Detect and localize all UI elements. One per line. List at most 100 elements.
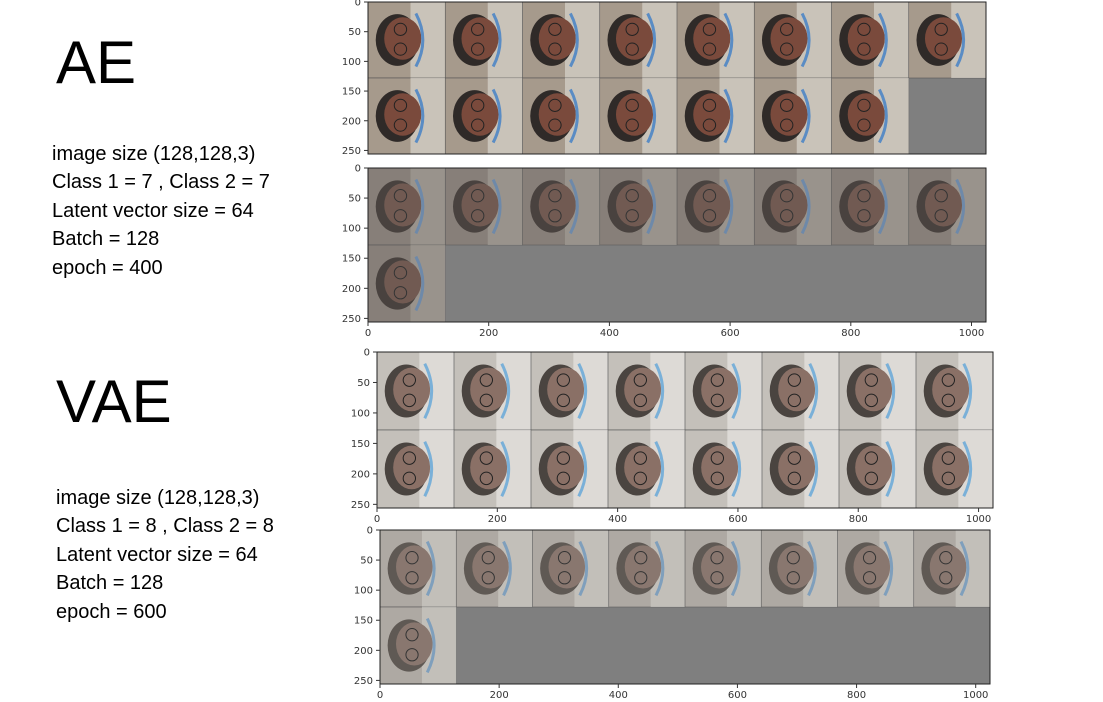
x-tick-label: 1000 — [959, 328, 984, 339]
vae-param-image-size: image size (128,128,3) — [56, 487, 260, 509]
image-tile — [444, 1, 523, 79]
image-tile — [599, 167, 678, 246]
image-tile — [838, 429, 917, 509]
y-tick-label: 200 — [354, 646, 373, 657]
image-tile — [444, 77, 523, 155]
image-tile — [753, 1, 832, 79]
x-tick-label: 400 — [600, 328, 619, 339]
x-tick-label: 0 — [377, 690, 383, 701]
image-tile — [530, 351, 609, 431]
image-tile — [908, 1, 987, 79]
plot-frame — [376, 351, 994, 509]
image-tile — [607, 429, 686, 509]
image-tile — [367, 167, 446, 246]
image-tile — [455, 529, 533, 608]
y-tick-label: 250 — [342, 314, 361, 325]
ae-input-grid: 0 50 100 150 200 250 — [330, 0, 996, 157]
y-tick-label: 0 — [355, 164, 361, 175]
x-tick-label: 400 — [609, 690, 628, 701]
image-tile — [532, 529, 610, 608]
image-tile — [831, 167, 910, 246]
image-tile — [676, 1, 755, 79]
y-tick-label: 50 — [348, 27, 361, 38]
y-tick-label: 0 — [364, 348, 370, 359]
y-tick-label: 50 — [357, 378, 370, 389]
x-tick-label: 600 — [728, 690, 747, 701]
y-tick-label: 200 — [351, 469, 370, 480]
vae-param-epoch: epoch = 600 — [56, 600, 167, 623]
vae-input-grid-svg: 0 50 100 150 200 250 0 200 400 600 800 1000 — [351, 348, 994, 525]
image-tile — [608, 529, 686, 608]
y-tick-label: 250 — [342, 146, 361, 157]
image-tile — [684, 529, 762, 608]
image-tile — [684, 429, 763, 509]
vae-output-grid-svg: 0 50 100 150 200 250 0 200 400 600 800 1000 — [354, 526, 991, 701]
image-tile — [367, 1, 446, 79]
image-tile — [599, 77, 678, 155]
image-tile — [444, 167, 523, 246]
y-tick-label: 200 — [342, 284, 361, 295]
y-tick-label: 250 — [351, 500, 370, 511]
plot-frame — [367, 167, 987, 323]
y-tick-label: 150 — [351, 439, 370, 450]
x-tick-label: 800 — [841, 328, 860, 339]
vae-param-batch: Batch = 128 — [56, 572, 164, 595]
vae-param-classes: Class 1 = 8 , Class 2 = 8 — [56, 515, 274, 538]
x-tick-label: 800 — [847, 690, 866, 701]
vae-output-grid: 0 50 100 150 200 250 0 200 400 600 800 1000 — [336, 526, 1000, 702]
image-tile — [453, 351, 532, 431]
image-tile — [379, 606, 457, 685]
image-tile — [831, 77, 910, 155]
vae-input-grid: 0 50 100 150 200 250 0 200 400 600 800 1000 — [336, 348, 1003, 526]
ae-params: image size (128,128,3) Class 1 = 7 , Cla… — [52, 140, 270, 282]
x-tick-label: 600 — [728, 514, 747, 525]
ae-input-grid-svg: 0 50 100 150 200 250 — [342, 0, 987, 157]
vae-title: VAE — [56, 368, 172, 435]
x-tick-label: 200 — [490, 690, 509, 701]
image-tile — [522, 167, 601, 246]
image-tile — [837, 529, 915, 608]
y-tick-label: 100 — [342, 57, 361, 68]
x-tick-label: 400 — [608, 514, 627, 525]
image-tile — [760, 529, 838, 608]
x-tick-label: 200 — [479, 328, 498, 339]
x-tick-label: 1000 — [963, 690, 988, 701]
image-tile — [753, 77, 832, 155]
vae-params: image size (128,128,3) Class 1 = 8 , Cla… — [56, 484, 274, 626]
y-tick-label: 100 — [354, 586, 373, 597]
image-tile — [838, 351, 917, 431]
image-tile — [676, 77, 755, 155]
y-tick-label: 100 — [351, 408, 370, 419]
x-tick-label: 1000 — [966, 514, 991, 525]
image-tile — [367, 244, 446, 323]
plot-frame — [379, 529, 991, 685]
y-tick-label: 150 — [342, 254, 361, 265]
image-tile — [684, 351, 763, 431]
image-tile — [676, 167, 755, 246]
image-tile — [522, 77, 601, 155]
image-tile — [376, 429, 455, 509]
ae-output-grid: 0 50 100 150 200 250 0 200 400 600 800 1000 — [330, 164, 996, 340]
ae-param-classes: Class 1 = 7 , Class 2 = 7 — [52, 171, 270, 194]
ae-title: AE — [56, 29, 137, 96]
y-tick-label: 150 — [354, 616, 373, 627]
image-tile — [761, 351, 840, 431]
image-tile — [831, 1, 910, 79]
y-tick-label: 150 — [342, 87, 361, 98]
image-tile — [913, 529, 991, 608]
vae-param-latent: Latent vector size = 64 — [56, 543, 258, 566]
x-tick-label: 600 — [721, 328, 740, 339]
ae-param-latent: Latent vector size = 64 — [52, 199, 254, 222]
y-tick-label: 250 — [354, 676, 373, 687]
image-tile — [761, 429, 840, 509]
image-tile — [908, 167, 987, 246]
x-tick-label: 200 — [488, 514, 507, 525]
y-tick-label: 0 — [355, 0, 361, 9]
image-tile — [915, 429, 994, 509]
x-tick-label: 800 — [849, 514, 868, 525]
ae-param-epoch: epoch = 400 — [52, 256, 163, 279]
image-tile — [915, 351, 994, 431]
image-tile — [453, 429, 532, 509]
y-tick-label: 200 — [342, 116, 361, 127]
x-tick-label: 0 — [365, 328, 371, 339]
